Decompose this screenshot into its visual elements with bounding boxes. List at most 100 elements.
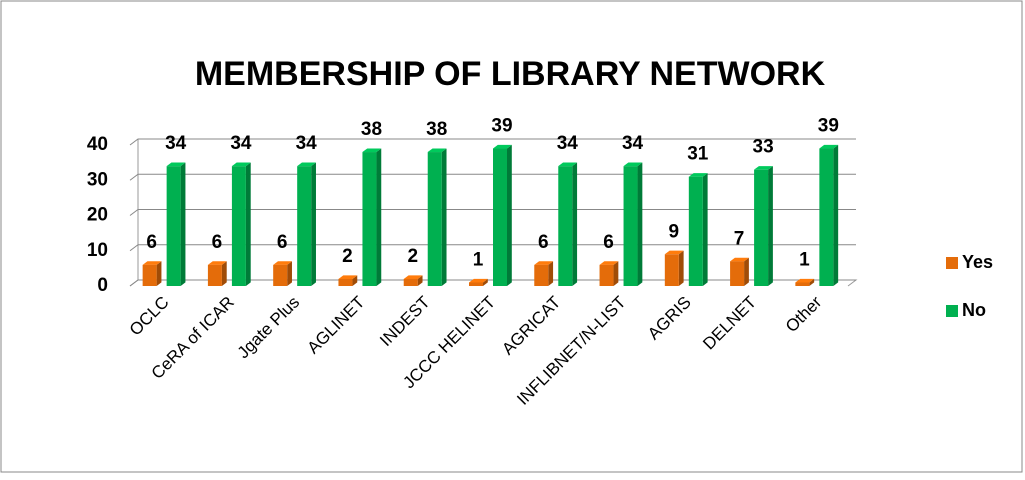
bar-face [558, 166, 573, 286]
legend-label: No [962, 300, 986, 320]
bar [297, 162, 316, 286]
y-tick-label: 20 [87, 205, 108, 226]
data-label: 39 [491, 116, 512, 137]
bar-face [245, 162, 251, 286]
bar-face [599, 264, 614, 286]
bar-face [819, 148, 834, 286]
bar-face [403, 275, 423, 279]
bar-face [311, 162, 316, 286]
bar-face [637, 162, 643, 286]
bar-face [833, 144, 839, 286]
bar-face [156, 261, 162, 286]
bar-face [142, 261, 162, 265]
bar-face [297, 166, 312, 286]
bar-face [469, 282, 483, 286]
bar [623, 162, 643, 286]
bar [493, 144, 512, 286]
bar-face [623, 162, 643, 167]
bar-face [207, 264, 222, 286]
bar-face [297, 162, 316, 167]
data-label: 39 [818, 116, 839, 137]
grid-line [129, 138, 856, 146]
bar-face [231, 166, 246, 286]
bar-face [180, 162, 186, 286]
bar-face [809, 278, 815, 286]
bar [207, 261, 227, 286]
bar [469, 278, 488, 286]
bar-face [678, 250, 684, 286]
bar-face [483, 278, 488, 286]
bar [688, 173, 708, 286]
bar-face [493, 148, 507, 286]
bar-face [427, 152, 442, 286]
data-label: 6 [277, 232, 288, 253]
bar [231, 162, 251, 286]
bar-face [142, 264, 157, 286]
data-label: 31 [687, 144, 709, 165]
bar [558, 162, 578, 286]
data-label: 34 [296, 133, 318, 154]
bar-face [819, 144, 839, 149]
grid-line [129, 244, 856, 252]
bar-face [469, 278, 488, 283]
bar-face [427, 148, 447, 153]
bar-face [664, 254, 679, 286]
bar-face [338, 278, 353, 286]
bar-face [599, 261, 619, 265]
bar-face [730, 261, 745, 286]
grid-line [129, 173, 856, 181]
bar [819, 144, 839, 286]
bar-face [548, 261, 554, 286]
bar-face [231, 162, 251, 167]
data-label: 34 [622, 133, 644, 154]
bar [599, 261, 619, 286]
bar [362, 148, 382, 286]
bar-face [287, 261, 292, 286]
bar-face [613, 261, 619, 286]
bar [338, 275, 358, 286]
data-label: 6 [538, 232, 549, 253]
legend-swatch [946, 257, 958, 269]
bar [730, 257, 749, 286]
bar-face [795, 282, 810, 286]
bar [795, 278, 815, 286]
data-label: 1 [473, 249, 484, 270]
bar-face [702, 173, 708, 286]
bar-face [534, 261, 554, 265]
data-label: 34 [165, 133, 187, 154]
bar [273, 261, 292, 286]
bar-face [754, 166, 773, 170]
bar-face [688, 173, 708, 177]
bar-face [352, 275, 358, 286]
data-label: 7 [734, 228, 745, 249]
bar-face [572, 162, 578, 286]
bar [754, 166, 773, 286]
bar [142, 261, 162, 286]
bar-face [754, 169, 769, 286]
legend-swatch [946, 305, 958, 317]
data-label: 2 [342, 246, 353, 267]
data-label: 38 [426, 119, 447, 140]
data-label: 6 [212, 232, 223, 253]
bar-face [362, 148, 382, 153]
data-label: 2 [407, 246, 418, 267]
data-label: 33 [753, 137, 774, 158]
bar-face [534, 264, 549, 286]
bar-face [221, 261, 227, 286]
bar [664, 250, 684, 286]
bar-face [688, 176, 703, 286]
bar-face [207, 261, 227, 265]
y-tick-label: 40 [87, 134, 108, 155]
y-tick-label: 10 [87, 240, 108, 261]
bar-face [273, 264, 288, 286]
bar-face [166, 162, 186, 167]
data-label: 34 [230, 133, 252, 154]
data-label: 38 [361, 119, 382, 140]
legend-label: Yes [962, 252, 993, 272]
y-tick-label: 30 [87, 169, 108, 190]
data-label: 34 [557, 133, 579, 154]
bar [166, 162, 186, 286]
data-label: 6 [146, 232, 157, 253]
bar-face [273, 261, 292, 265]
